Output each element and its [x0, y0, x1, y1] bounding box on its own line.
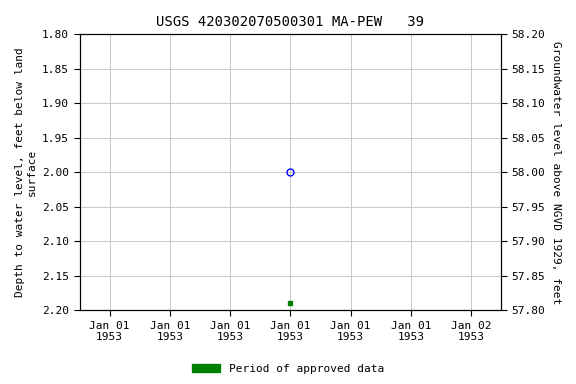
Title: USGS 420302070500301 MA-PEW   39: USGS 420302070500301 MA-PEW 39 — [157, 15, 425, 29]
Legend: Period of approved data: Period of approved data — [188, 359, 388, 379]
Y-axis label: Depth to water level, feet below land
surface: Depth to water level, feet below land su… — [15, 47, 37, 297]
Y-axis label: Groundwater level above NGVD 1929, feet: Groundwater level above NGVD 1929, feet — [551, 41, 561, 304]
